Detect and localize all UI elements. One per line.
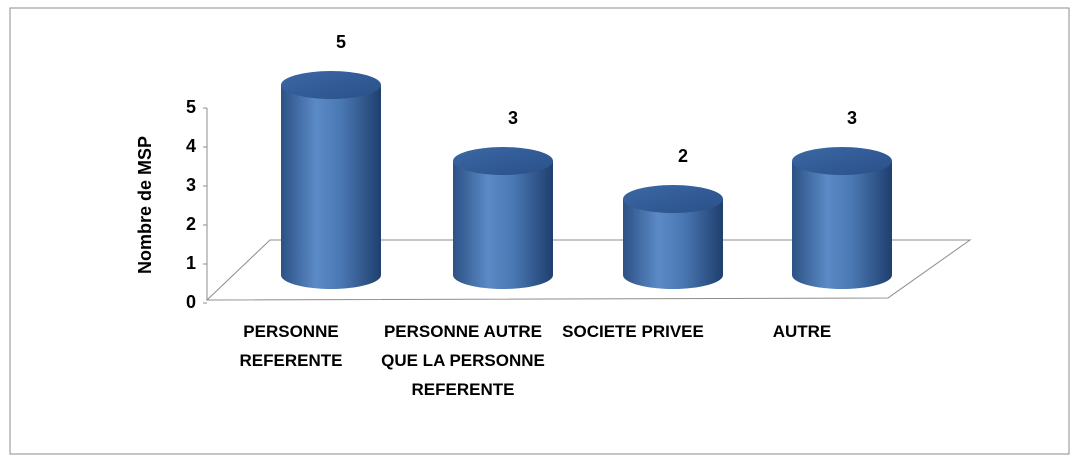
bar-top — [453, 147, 553, 175]
y-tick-label: 1 — [186, 253, 196, 273]
bar — [792, 161, 892, 289]
bar — [281, 85, 381, 289]
x-tick-label: AUTRE — [772, 322, 832, 341]
x-tick-label: PERSONNE AUTRE QUE LA PERSONNE REFERENTE — [381, 322, 545, 399]
value-label: 3 — [847, 108, 857, 128]
bar-top — [623, 185, 723, 213]
y-tick-label: 5 — [186, 97, 196, 117]
value-label: 3 — [508, 108, 518, 128]
y-tick-label: 2 — [186, 214, 196, 234]
x-tick-label: SOCIETE PRIVEE — [562, 322, 704, 341]
x-tick-label: PERSONNE REFERENTE — [239, 322, 343, 370]
floor — [205, 239, 972, 301]
bar-top — [281, 71, 381, 99]
value-label: 2 — [678, 146, 688, 166]
y-axis-label: Nombre de MSP — [135, 136, 155, 274]
y-tick-label: 0 — [186, 292, 196, 312]
bar — [453, 161, 553, 289]
y-tick-label: 3 — [186, 175, 196, 195]
bar — [623, 199, 723, 289]
value-label: 5 — [336, 32, 346, 52]
y-tick-label: 4 — [186, 136, 196, 156]
bar-top — [792, 147, 892, 175]
